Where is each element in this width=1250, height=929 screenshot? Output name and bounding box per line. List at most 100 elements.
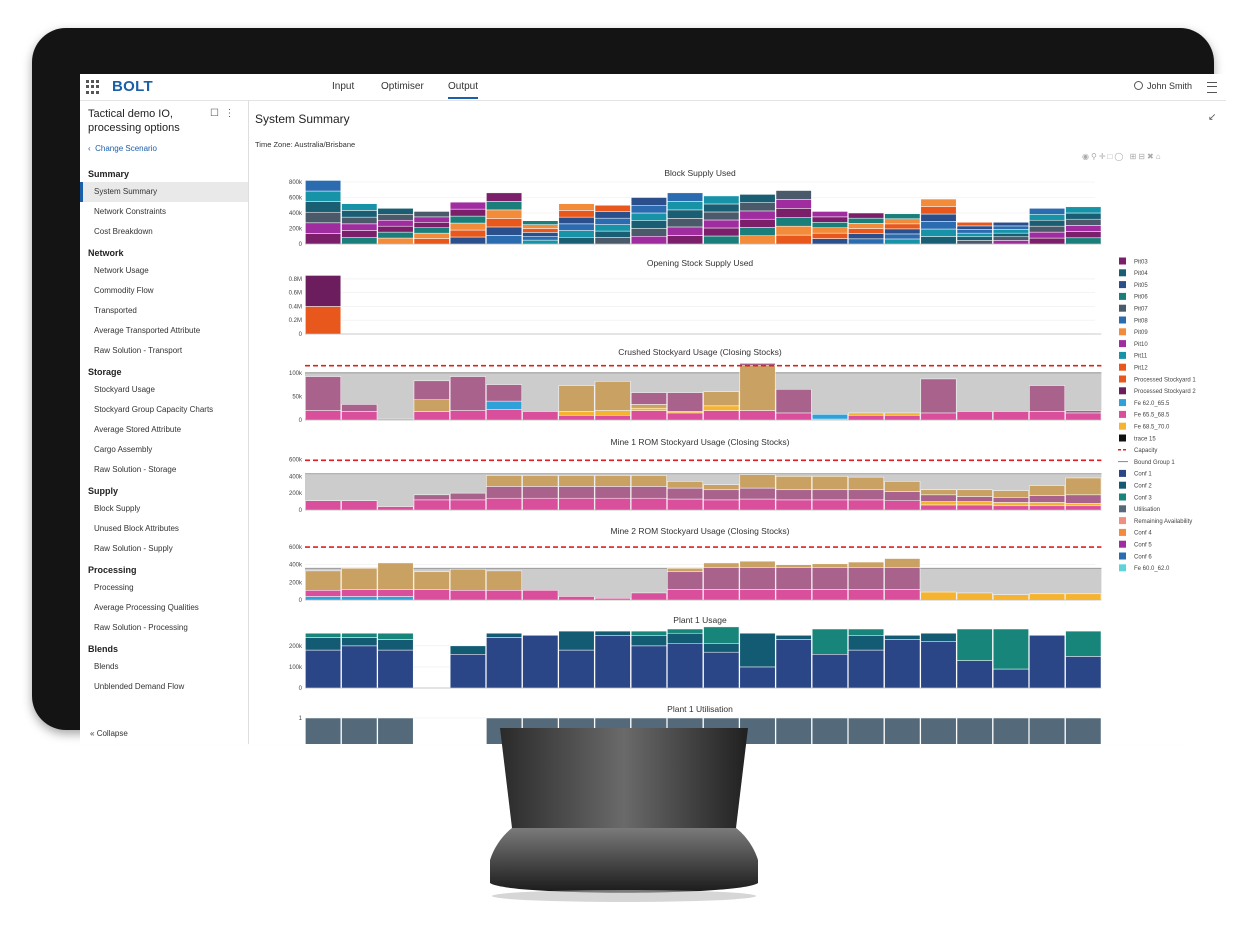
bar-segment (992, 668, 1029, 689)
app-grid-icon[interactable] (86, 80, 100, 94)
bar-segment (305, 201, 342, 213)
chart-title: Mine 2 ROM Stockyard Usage (Closing Stoc… (610, 526, 789, 536)
box-select-icon[interactable]: □ (1107, 152, 1115, 161)
zoom-icon[interactable]: ⚲ (1090, 152, 1099, 161)
tab-input[interactable]: Input (332, 81, 355, 92)
sidebar-item-cost-breakdown[interactable]: Cost Breakdown (94, 227, 153, 236)
more-options-icon[interactable]: ⋮ (224, 108, 235, 119)
zoom-out-icon[interactable]: ⊟ (1138, 152, 1147, 161)
bar-segment (1029, 635, 1066, 689)
bar-segment (775, 564, 812, 568)
tab-optimiser[interactable]: Optimiser (381, 81, 424, 92)
tick-label: 100k (289, 665, 303, 671)
bar-segment (1065, 505, 1102, 511)
sidebar-item-system-summary[interactable]: System Summary (80, 182, 248, 202)
bar-segment (956, 496, 993, 502)
legend-item: Conf 4 (1134, 531, 1152, 537)
user-name: John Smith (1147, 81, 1193, 91)
bar-segment (413, 232, 450, 239)
change-scenario-link[interactable]: ‹ Change Scenario (88, 144, 157, 153)
sidebar-item-unblended-demand-flow[interactable]: Unblended Demand Flow (94, 682, 185, 691)
chart-title: Plant 1 Usage (673, 615, 727, 625)
legend-swatch (1119, 351, 1126, 359)
sidebar-item-raw-solution-supply[interactable]: Raw Solution - Supply (94, 544, 173, 553)
user-menu[interactable]: John Smith (1134, 81, 1192, 91)
legend-item: Pit11 (1134, 354, 1148, 360)
home-icon[interactable]: ⌂ (1155, 152, 1163, 161)
tick-label: 200k (289, 491, 303, 497)
bar-segment (667, 218, 704, 228)
bar-segment (739, 560, 776, 568)
sidebar-item-cargo-assembly[interactable]: Cargo Assembly (94, 445, 153, 454)
pan-icon[interactable]: ✛ (1098, 152, 1108, 161)
bar-segment (667, 235, 704, 245)
bar-segment (486, 497, 523, 511)
tab-output[interactable]: Output (448, 81, 479, 99)
sidebar-item-raw-solution-transport[interactable]: Raw Solution - Transport (94, 346, 183, 355)
system-summary-charts[interactable]: Block Supply Used 0 200k 400k 600k 800k Openin… (250, 168, 1226, 744)
bar-segment (884, 589, 921, 601)
minimize-icon[interactable]: ↙ (1208, 112, 1217, 123)
sidebar-item-stockyard-group-capacity-charts[interactable]: Stockyard Group Capacity Charts (94, 405, 214, 414)
sidebar-item-transported[interactable]: Transported (94, 306, 137, 315)
bar-segment (486, 235, 523, 245)
sidebar-item-network-constraints[interactable]: Network Constraints (94, 207, 167, 216)
sidebar-item-processing[interactable]: Processing (94, 583, 134, 592)
bar-segment (486, 486, 523, 499)
bar-segment (341, 411, 378, 421)
bar-segment (848, 489, 885, 501)
sidebar-item-raw-solution-storage[interactable]: Raw Solution - Storage (94, 465, 177, 474)
bar-segment (884, 415, 921, 421)
bar-segment (956, 504, 993, 511)
bar-segment (305, 590, 342, 597)
bar-segment (848, 635, 885, 651)
bar-segment (522, 475, 559, 487)
collapse-button[interactable]: « Collapse (90, 729, 128, 738)
bar-segment (630, 497, 667, 511)
bar-segment (1029, 505, 1066, 511)
sidebar-item-raw-solution-processing[interactable]: Raw Solution - Processing (94, 623, 188, 632)
bar-segment (449, 492, 486, 501)
bar-segment (884, 639, 921, 689)
bar-segment (1065, 503, 1102, 507)
sidebar-item-network-usage[interactable]: Network Usage (94, 266, 149, 275)
sidebar-item-commodity-flow[interactable]: Commodity Flow (94, 286, 154, 295)
bar-segment (956, 592, 993, 601)
sidebar-item-blends[interactable]: Blends (94, 662, 119, 671)
tick-label: 0 (299, 686, 303, 692)
legend-swatch (1119, 528, 1126, 536)
autoscale-icon[interactable]: ✖ (1146, 152, 1156, 161)
bar-segment (848, 628, 885, 636)
lasso-icon[interactable]: ◯ (1114, 152, 1126, 161)
hamburger-menu-icon[interactable] (1207, 82, 1217, 93)
bar-segment (630, 410, 667, 421)
bar-segment (739, 218, 776, 228)
bar-segment (558, 475, 595, 487)
bar-segment (1029, 231, 1066, 239)
bar-segment (848, 412, 885, 416)
sidebar-item-block-supply[interactable]: Block Supply (94, 504, 141, 513)
sidebar-item-stockyard-usage[interactable]: Stockyard Usage (94, 385, 155, 394)
bar-segment (1065, 412, 1102, 421)
legend-item: Conf 5 (1134, 543, 1152, 549)
sidebar-item-unused-block-attributes[interactable]: Unused Block Attributes (94, 524, 179, 533)
sidebar-item-average-processing-qualities[interactable]: Average Processing Qualities (94, 603, 199, 612)
bar-segment (1065, 206, 1102, 214)
comment-icon[interactable]: ☐ (210, 108, 219, 119)
bar-segment (811, 222, 848, 228)
bar-segment (522, 486, 559, 499)
bar-segment (811, 589, 848, 601)
camera-icon[interactable]: ◉ (1082, 152, 1091, 161)
legend-swatch (1119, 564, 1126, 572)
bar-segment (884, 500, 921, 511)
sidebar-item-average-transported-attribute[interactable]: Average Transported Attribute (94, 326, 201, 335)
bar-segment (703, 499, 740, 511)
bar-segment (667, 487, 704, 500)
bar-segment (920, 489, 957, 496)
sidebar-item-average-stored-attribute[interactable]: Average Stored Attribute (94, 425, 182, 434)
bar-segment (811, 717, 848, 744)
bar-segment (848, 717, 885, 744)
legend-item: Pit03 (1134, 259, 1148, 265)
zoom-in-icon[interactable]: ⊞ (1129, 152, 1139, 161)
bar-segment (1065, 237, 1102, 245)
